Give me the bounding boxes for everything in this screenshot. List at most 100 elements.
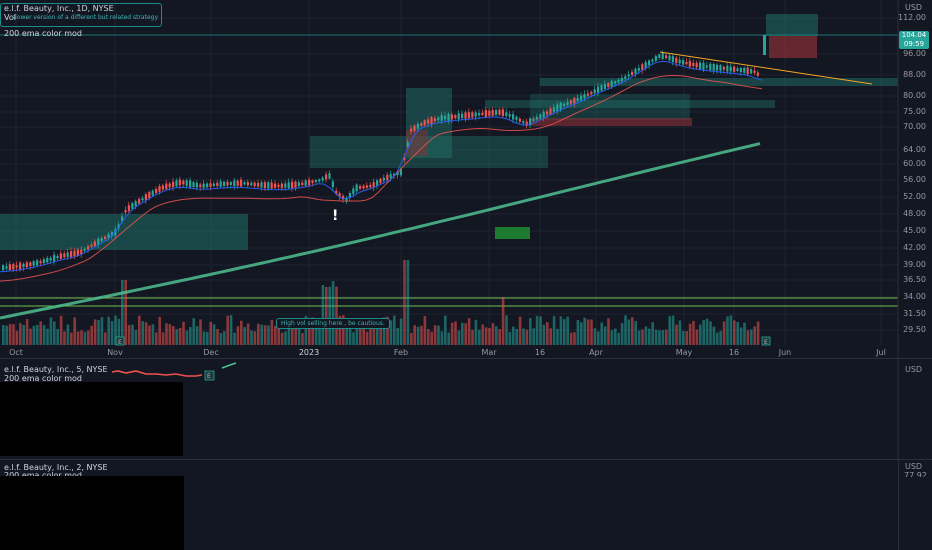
volume-bar [512,326,515,345]
volume-bar [219,332,223,345]
candle-body [739,67,742,73]
candle-body [59,253,62,259]
candle-body [644,62,647,68]
volume-bar [87,330,90,345]
volume-bar [440,331,444,345]
candle-body [185,180,188,186]
candle-body [631,71,634,76]
volume-bar [450,322,454,345]
indicator-label[interactable]: 200 ema color mod [4,29,82,38]
candle-body [641,64,644,71]
candle-body [393,173,396,176]
symbol-title[interactable]: e.l.f. Beauty, Inc., 1D, NYSE [4,4,114,13]
candle-body [178,179,181,186]
volume-bar [682,331,685,345]
candle-body [314,180,317,183]
volume-bar [665,329,668,345]
volume-bar [389,320,393,345]
volume-bar [743,322,746,345]
volume-bar [495,326,498,345]
candle-body [355,184,358,192]
time-tick-label: Feb [393,348,409,357]
candle-body [345,197,348,202]
volume-bar [138,315,141,345]
candle-body [362,185,365,189]
candle-body [481,112,484,115]
pane2-indicator-label[interactable]: 200 ema color mod [4,374,82,383]
candle-body [168,183,171,188]
candle-body [134,200,137,207]
volume-bar [223,331,226,345]
candle-body [76,249,79,256]
price-tick-label: 34.00 [903,292,926,301]
candle-body [382,177,385,181]
candle-body [267,182,270,189]
volume-bar [641,329,644,345]
volume-bar [148,325,151,345]
candle-body [484,110,487,117]
pane2-chart[interactable]: E [0,359,932,459]
main-legend[interactable] [0,3,162,27]
candle-body [131,203,134,209]
volume-bar [2,325,5,345]
volume-bar [80,330,83,345]
volume-bar [444,315,447,345]
volume-bar [83,331,87,345]
pane3-indicator-label[interactable]: 200 ema color mod [4,471,82,477]
candle-body [294,181,297,188]
candle-body [124,210,127,213]
candle-body [127,205,130,212]
candle-body [110,232,113,237]
volume-bar [556,328,559,345]
volume-bar [593,328,597,345]
volume-bar [607,318,610,345]
candle-body [427,119,430,124]
volume-bar [335,286,338,345]
volume-bar [610,330,614,345]
volume-bar [501,297,505,345]
volume-bar [491,323,495,345]
candle-body [257,182,260,187]
volume-bar [36,324,39,345]
candle-body [158,186,161,192]
candle-body [263,182,266,189]
volume-bar [675,324,678,345]
candle-body [488,110,491,116]
volume-bar [393,315,396,345]
volume-bar [382,317,386,345]
candle-body [410,128,413,132]
pane3-title[interactable]: e.l.f. Beauty, Inc., 2, NYSE [4,463,108,472]
candle-body [743,67,746,73]
volume-bar [627,319,631,345]
candle-body [549,108,552,115]
volume-bar [447,332,450,345]
volume-bar [386,316,389,345]
candle-body [416,123,419,129]
price-chart[interactable]: ! E E [0,0,932,360]
candle-body [590,91,593,94]
caution-note: High vol selling here , be cautious. [276,318,390,329]
volume-bar [637,330,641,345]
volume-bar [8,324,12,345]
candle-body [301,182,304,185]
trendline [659,51,873,85]
volume-bar [427,329,430,345]
candle-body [291,181,294,189]
candle-body [685,61,688,65]
candle-body [586,93,589,96]
pane3-partial-price: 77.92 [904,471,927,477]
volume-bar [117,318,121,345]
candle-body [389,174,392,179]
earnings-markers[interactable]: E E [115,336,771,346]
price-tick-label: 112.00 [898,13,926,22]
volume-bar [478,329,481,345]
candle-body [253,182,256,187]
price-tick-label: 29.50 [903,325,926,334]
volume-bar [46,328,49,345]
candle-body [566,101,569,105]
volume-bar [263,325,267,345]
volume-bar [321,285,325,345]
volume-label[interactable]: Vol [4,13,16,22]
pane2-title[interactable]: e.l.f. Beauty, Inc., 5, NYSE [4,365,108,374]
candle-body [678,59,681,64]
